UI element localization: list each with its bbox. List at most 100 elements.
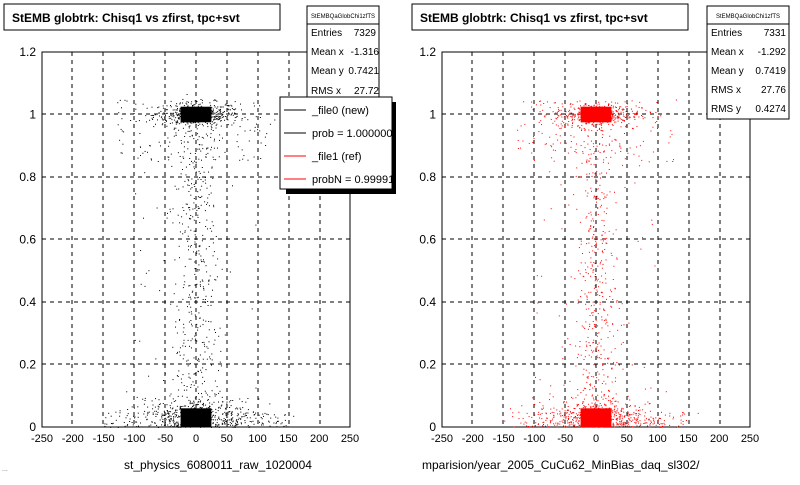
scatter-point xyxy=(164,411,165,413)
scatter-point xyxy=(139,133,141,134)
scatter-point xyxy=(628,123,630,125)
scatter-point xyxy=(244,413,246,415)
scatter-point xyxy=(211,419,213,421)
scatter-point xyxy=(558,315,560,317)
scatter-point xyxy=(593,119,595,121)
scatter-point xyxy=(205,248,207,250)
scatter-point xyxy=(541,408,543,410)
scatter-point xyxy=(183,210,185,211)
scatter-point xyxy=(178,188,180,190)
scatter-point xyxy=(222,401,223,403)
scatter-point xyxy=(182,233,184,235)
scatter-point xyxy=(549,136,551,138)
scatter-point xyxy=(202,421,204,423)
scatter-point xyxy=(178,309,180,311)
scatter-point xyxy=(203,109,205,111)
scatter-point xyxy=(624,117,626,118)
scatter-point xyxy=(208,113,210,114)
scatter-point xyxy=(575,413,577,415)
scatter-point xyxy=(187,114,189,116)
scatter-point xyxy=(540,100,542,102)
scatter-point xyxy=(680,419,682,421)
scatter-point xyxy=(595,113,597,115)
scatter-point xyxy=(653,418,655,420)
scatter-point xyxy=(228,424,230,425)
scatter-point xyxy=(216,276,218,278)
scatter-point xyxy=(218,118,220,120)
scatter-point xyxy=(183,409,185,411)
scatter-point xyxy=(186,110,188,112)
scatter-point xyxy=(179,231,181,233)
scatter-point xyxy=(657,422,659,423)
scatter-point xyxy=(184,180,186,182)
scatter-point xyxy=(580,113,582,115)
scatter-point xyxy=(539,111,541,113)
x-tick-label: 100 xyxy=(248,433,266,445)
scatter-point xyxy=(220,125,222,127)
scatter-point xyxy=(591,412,593,414)
scatter-point xyxy=(634,405,636,407)
scatter-point xyxy=(170,419,172,421)
scatter-point xyxy=(197,117,198,119)
scatter-point xyxy=(126,425,128,427)
scatter-point xyxy=(598,106,599,108)
scatter-point xyxy=(188,321,190,323)
scatter-point xyxy=(593,105,595,107)
scatter-point xyxy=(178,351,180,353)
scatter-point xyxy=(170,112,172,114)
scatter-point xyxy=(205,418,207,420)
scatter-point xyxy=(593,304,595,306)
scatter-point xyxy=(226,425,228,427)
scatter-point xyxy=(131,406,133,408)
scatter-point xyxy=(602,369,604,371)
scatter-point xyxy=(620,111,622,113)
scatter-point xyxy=(170,105,171,106)
scatter-point xyxy=(115,411,117,413)
scatter-point xyxy=(666,160,668,162)
scatter-point xyxy=(201,102,203,104)
scatter-point xyxy=(201,106,203,108)
scatter-point xyxy=(183,284,185,286)
scatter-point xyxy=(612,117,614,119)
scatter-point xyxy=(586,179,588,181)
scatter-point xyxy=(602,414,604,415)
scatter-point xyxy=(604,249,606,250)
scatter-point xyxy=(261,424,262,426)
scatter-point xyxy=(198,253,200,255)
scatter-point xyxy=(587,423,589,425)
scatter-point xyxy=(576,101,578,103)
scatter-point xyxy=(206,407,208,409)
scatter-point xyxy=(156,207,158,209)
scatter-point xyxy=(241,149,243,151)
scatter-point xyxy=(629,147,631,149)
scatter-point xyxy=(536,312,538,314)
scatter-point xyxy=(618,423,620,425)
scatter-point xyxy=(220,108,221,110)
scatter-point xyxy=(577,113,578,115)
scatter-point xyxy=(594,262,596,264)
scatter-point xyxy=(127,413,129,415)
scatter-point xyxy=(620,414,622,415)
scatter-point xyxy=(613,362,615,364)
scatter-point xyxy=(202,425,204,427)
scatter-point xyxy=(194,339,196,341)
scatter-point xyxy=(237,413,239,415)
scatter-point xyxy=(590,408,592,410)
scatter-point xyxy=(191,135,193,137)
scatter-point xyxy=(197,111,199,113)
scatter-point xyxy=(163,380,165,381)
scatter-point xyxy=(584,103,586,105)
scatter-point xyxy=(196,426,198,428)
scatter-point xyxy=(206,336,208,338)
scatter-point xyxy=(660,423,662,425)
scatter-point xyxy=(601,250,603,252)
scatter-point xyxy=(199,401,201,403)
scatter-point xyxy=(173,412,175,414)
scatter-point xyxy=(601,219,603,221)
scatter-point xyxy=(571,126,573,128)
scatter-point xyxy=(131,426,133,428)
scatter-point xyxy=(600,354,602,355)
scatter-point xyxy=(584,147,586,149)
scatter-point xyxy=(190,194,192,196)
scatter-point xyxy=(595,365,597,366)
